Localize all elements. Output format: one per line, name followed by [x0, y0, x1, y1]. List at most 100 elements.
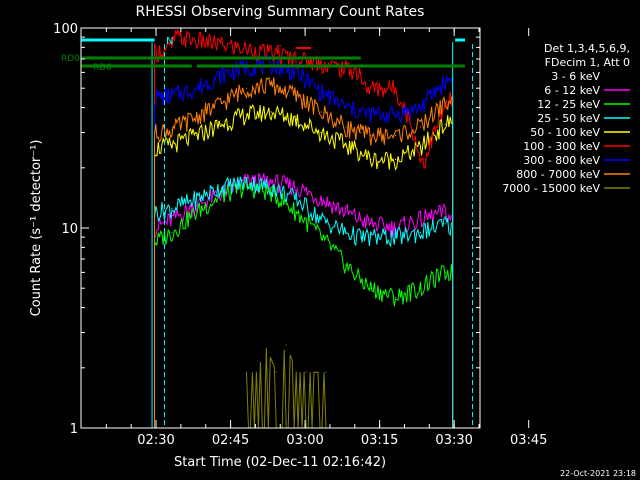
x-tick-label: 03:15 [361, 433, 398, 448]
y-tick-label: 100 [53, 22, 78, 37]
data-point [419, 231, 421, 234]
data-point [171, 144, 173, 146]
data-point [245, 186, 248, 188]
data-point [394, 236, 397, 238]
data-point [275, 371, 277, 373]
flag-label-f: F [276, 44, 282, 55]
data-point [360, 219, 362, 221]
data-point [196, 134, 198, 137]
flag-layer: N F RD0 RD6 [61, 36, 474, 428]
data-point [171, 94, 173, 96]
data-point [370, 287, 372, 289]
data-point [419, 147, 421, 149]
flag-label-rd6: RD6 [93, 63, 112, 73]
data-point [360, 141, 362, 143]
data-point [196, 116, 198, 118]
legend-header-line: Det 1,3,4,5,6,9, [544, 42, 630, 55]
data-point [444, 271, 446, 273]
data-point [360, 279, 362, 281]
legend-header-line: FDecim 1, Att 0 [545, 56, 630, 69]
legend-label: 100 - 300 keV [523, 140, 600, 153]
data-point [345, 144, 347, 146]
data-point [320, 91, 322, 93]
data-point [295, 94, 297, 96]
data-point [171, 208, 173, 210]
data-point [345, 231, 347, 234]
data-point [345, 138, 347, 140]
data-point [221, 195, 223, 197]
data-point [370, 236, 372, 238]
legend-label: 25 - 50 keV [537, 112, 600, 125]
legend-label: 300 - 800 keV [523, 154, 600, 167]
y-axis-label: Count Rate (s⁻¹ detector⁻¹) [29, 140, 44, 317]
data-point [295, 198, 297, 200]
series-line [154, 173, 454, 428]
legend-label: 7000 - 15000 keV [502, 182, 600, 195]
data-point [360, 71, 362, 73]
data-point [255, 371, 257, 373]
series-7000-15000keV [245, 344, 327, 429]
series-line [154, 103, 454, 428]
data-point [419, 107, 421, 109]
data-point [221, 186, 223, 188]
series-line [154, 176, 454, 428]
data-point [173, 36, 175, 38]
data-point [295, 118, 297, 120]
data-point [270, 84, 272, 86]
data-point [171, 46, 173, 49]
data-point [345, 211, 347, 213]
data-point [444, 123, 446, 125]
data-point [245, 181, 248, 183]
data-point [370, 113, 372, 115]
data-point [196, 87, 198, 89]
legend-label: 12 - 25 keV [537, 98, 600, 111]
series-layer [153, 29, 454, 429]
data-point [394, 227, 397, 229]
data-point [419, 141, 421, 143]
data-point [419, 126, 421, 128]
tick-labels: 02:30 02:45 03:00 03:15 03:30 03:45 1 10 100 [53, 22, 547, 448]
data-point [424, 158, 426, 161]
data-point [270, 186, 272, 188]
data-point [394, 144, 397, 146]
y-tick-label: 1 [70, 422, 78, 437]
legend-label: 50 - 100 keV [530, 126, 600, 139]
data-point [345, 126, 347, 128]
data-point [270, 129, 272, 131]
series-line [154, 29, 454, 428]
data-point [345, 264, 347, 266]
series-100-300keV [153, 29, 454, 428]
data-point [171, 158, 173, 161]
data-point [444, 223, 446, 225]
axis-ticks [81, 27, 530, 429]
legend-label: 3 - 6 keV [551, 70, 600, 83]
series-800-7000keV [153, 76, 454, 428]
data-point [444, 211, 446, 213]
data-point [221, 147, 223, 149]
data-point [221, 74, 223, 76]
data-point [370, 223, 372, 225]
x-axis-label: Start Time (02-Dec-11 02:16:42) [174, 455, 386, 470]
data-point [196, 204, 198, 206]
data-point [171, 231, 173, 234]
data-point [360, 132, 362, 134]
flag-label-n: N [166, 36, 173, 47]
chart-title: RHESSI Observing Summary Count Rates [136, 4, 425, 20]
data-point [221, 102, 223, 104]
data-point [285, 344, 287, 346]
data-point [320, 132, 322, 134]
data-point [320, 219, 322, 221]
footer-timestamp: 22-Oct-2021 23:18 [560, 469, 636, 478]
x-tick-label: 03:30 [435, 433, 472, 448]
x-tick-label: 02:30 [137, 433, 174, 448]
x-tick-label: 03:00 [286, 433, 323, 448]
data-point [295, 71, 297, 73]
flag-label-rd0: RD0 [61, 54, 80, 64]
legend-label: 6 - 12 keV [544, 84, 600, 97]
data-point [295, 126, 297, 128]
x-tick-label: 02:45 [212, 433, 249, 448]
data-point [394, 158, 397, 161]
data-point [171, 129, 173, 131]
data-point [360, 236, 362, 238]
